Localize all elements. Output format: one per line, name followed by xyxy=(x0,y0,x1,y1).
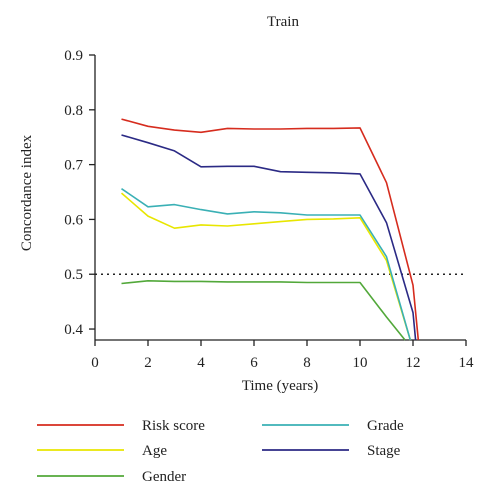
legend-label-stage: Stage xyxy=(367,443,401,459)
x-axis-title: Time (years) xyxy=(242,378,319,394)
x-tick-label: 14 xyxy=(459,355,475,371)
y-tick-label: 0.4 xyxy=(64,322,83,338)
y-axis-title: Concordance index xyxy=(19,134,35,251)
chart-title: Train xyxy=(267,14,299,30)
series-line-grade xyxy=(121,188,412,341)
series-layer xyxy=(120,118,420,341)
series-line-age xyxy=(120,192,412,341)
series-line-stage xyxy=(121,134,417,341)
series-line-risk-score xyxy=(121,118,420,341)
series-line-gender xyxy=(121,279,406,341)
y-tick-label: 0.5 xyxy=(64,267,83,283)
x-tick-label: 6 xyxy=(250,355,258,371)
legend: Risk score Age Gender Grade Stage xyxy=(37,418,404,485)
x-tick-label: 0 xyxy=(91,355,99,371)
y-tick-label: 0.7 xyxy=(64,158,83,174)
legend-label-grade: Grade xyxy=(367,418,404,434)
y-tick-label: 0.9 xyxy=(64,48,83,64)
y-axis: 0.4 0.5 0.6 0.7 0.8 0.9 xyxy=(64,48,96,340)
x-tick-label: 12 xyxy=(406,355,421,371)
legend-label-age: Age xyxy=(142,443,167,459)
x-tick-label: 4 xyxy=(197,355,205,371)
legend-label-gender: Gender xyxy=(142,469,186,485)
x-tick-label: 8 xyxy=(303,355,311,371)
y-tick-label: 0.6 xyxy=(64,212,83,228)
x-axis: 0 2 4 6 8 10 12 14 xyxy=(91,339,475,371)
legend-label-risk-score: Risk score xyxy=(142,418,205,434)
x-tick-label: 2 xyxy=(144,355,152,371)
x-tick-label: 10 xyxy=(353,355,368,371)
y-tick-label: 0.8 xyxy=(64,103,83,119)
